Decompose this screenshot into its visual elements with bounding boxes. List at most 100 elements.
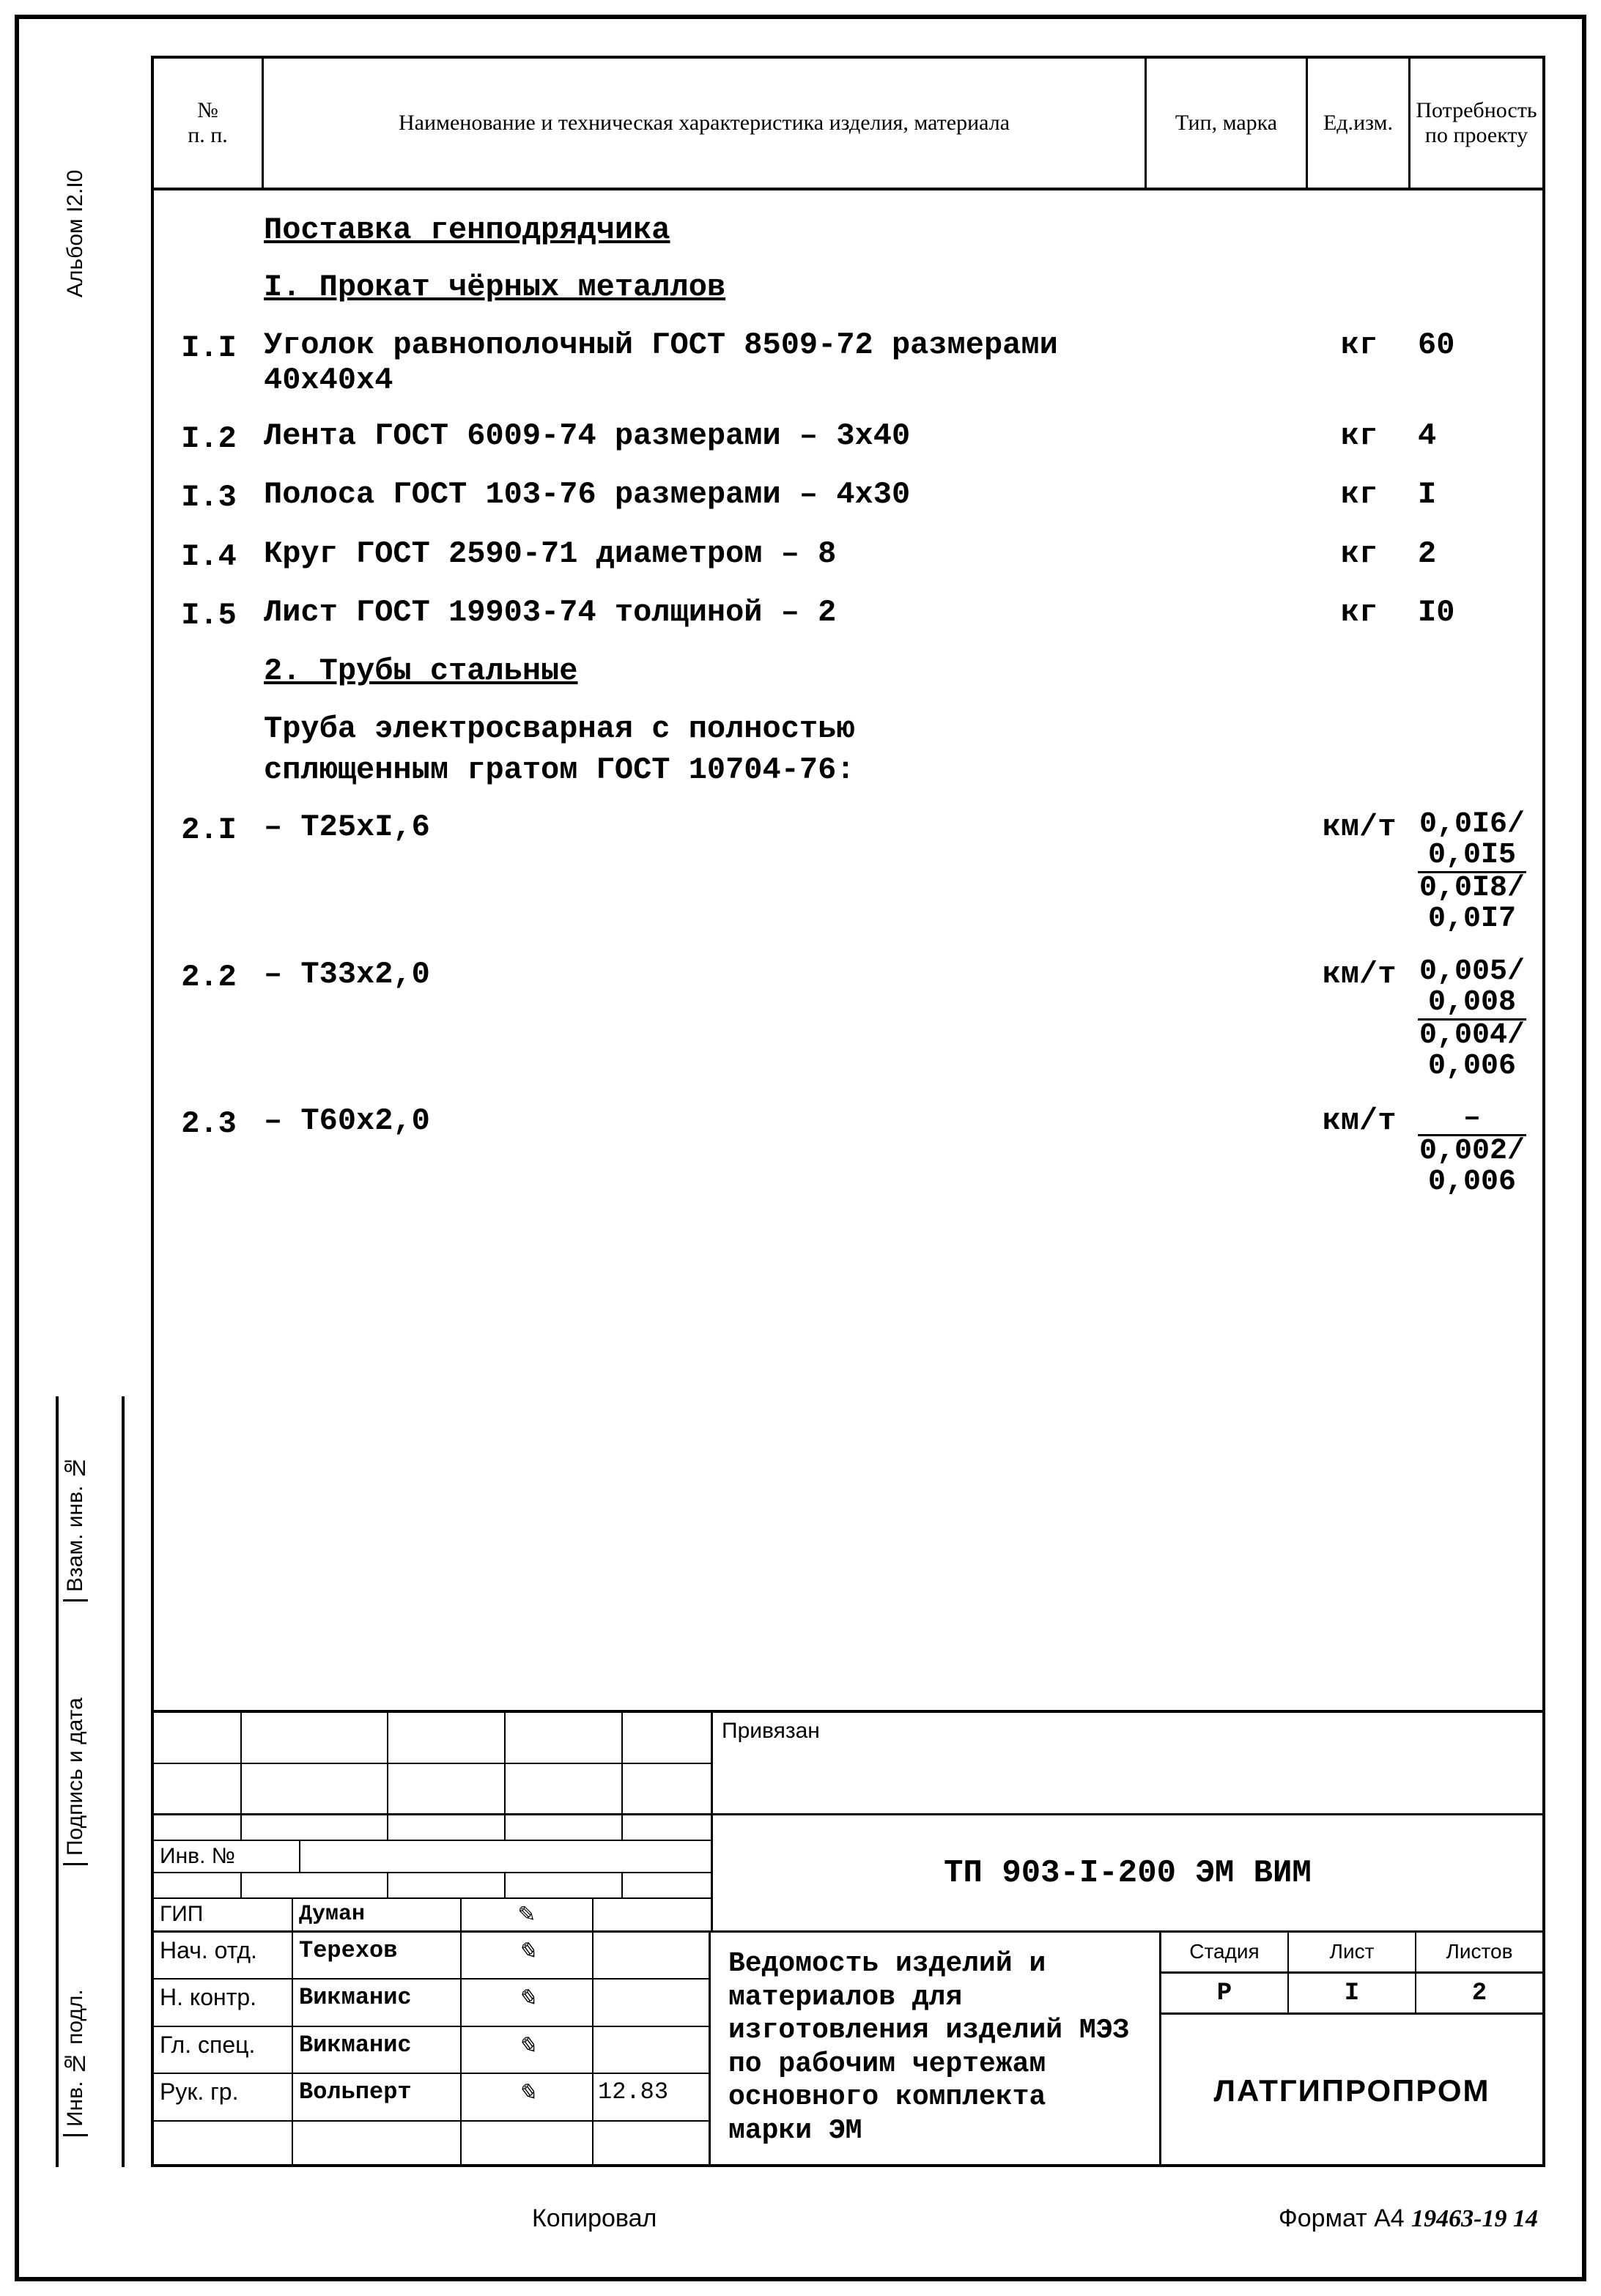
- row-nn: 2.3: [154, 1103, 264, 1199]
- table-row: 2.2– Т33х2,0км/т0,005/0,0080,004/0,006: [154, 957, 1542, 1083]
- tb-doc-code: ТП 903-I-200 ЭМ ВИМ: [711, 1815, 1542, 1930]
- section1-sub: I. Прокат чёрных металлов: [264, 270, 1542, 305]
- row-unit: кг: [1308, 418, 1410, 456]
- tb-privязан: Привязан: [711, 1713, 1542, 1813]
- sig-name: Викманис: [293, 1980, 462, 2025]
- sig-sign: ✎: [462, 1980, 594, 2025]
- sig-sign: ✎: [462, 2074, 594, 2119]
- hdr-potr: Потребность по проекту: [1410, 59, 1542, 188]
- table-header: № п. п. Наименование и техническая харак…: [154, 59, 1542, 190]
- footer-handnum: 19463-19 14: [1411, 2205, 1538, 2232]
- sig-role: Гл. спец.: [154, 2027, 293, 2073]
- footer-format: Формат А4 19463-19 14: [1279, 2204, 1538, 2233]
- row-qty: I: [1410, 477, 1542, 515]
- signature-row: [154, 2122, 709, 2167]
- row-qty: 0,0I6/0,0I50,0I8/0,0I7: [1410, 810, 1542, 936]
- sig-role: Нач. отд.: [154, 1933, 293, 1978]
- row-nn: 2.2: [154, 957, 264, 1083]
- document-sheet: Альбом I2.I0 Взам. инв. № Подпись и дата…: [15, 15, 1586, 2281]
- album-label: Альбом I2.I0: [63, 78, 88, 297]
- row-nn: I.I: [154, 327, 264, 399]
- tb-gip-role: ГИП: [154, 1899, 293, 1930]
- tb-gip-name: Думан: [293, 1899, 462, 1930]
- tb-description: Ведомость изделий и материалов для изгот…: [711, 1933, 1161, 2167]
- row-qty: 2: [1410, 536, 1542, 574]
- tb-h-list: Лист: [1289, 1933, 1416, 1971]
- hdr-nn1: №: [197, 98, 218, 123]
- section2-sub: 2. Трубы стальные: [264, 653, 1542, 689]
- row-unit: км/т: [1308, 1103, 1410, 1199]
- tb-h-stage: Стадия: [1161, 1933, 1289, 1971]
- tb-h-lists: Листов: [1416, 1933, 1542, 1971]
- main-frame: № п. п. Наименование и техническая харак…: [151, 56, 1545, 2167]
- sig-date: [594, 2027, 709, 2073]
- table-row: I.IУголок равнополочный ГОСТ 8509-72 раз…: [154, 327, 1542, 399]
- row-nn: 2.I: [154, 810, 264, 936]
- tb-inv-label: Инв. №: [154, 1841, 300, 1872]
- table-row: I.3Полоса ГОСТ 103-76 размерами – 4х30 кг…: [154, 477, 1542, 515]
- signature-row: Н. контр.Викманис✎: [154, 1980, 709, 2026]
- left-rule: [122, 1396, 125, 2167]
- sig-date: 12.83: [594, 2074, 709, 2119]
- hdr-tip: Тип, марка: [1147, 59, 1308, 188]
- table-row: 2.I– Т25хI,6 км/т0,0I6/0,0I50,0I8/0,0I7: [154, 810, 1542, 936]
- sig-sign: ✎: [462, 1933, 594, 1978]
- hdr-name: Наименование и техническая характеристик…: [264, 59, 1147, 188]
- sig-role: Н. контр.: [154, 1980, 293, 2025]
- page-footer: Копировал Формат А4 19463-19 14: [166, 2204, 1538, 2233]
- tb-v-list: I: [1289, 1974, 1416, 2012]
- side-vzam: Взам. инв. №: [63, 1411, 88, 1601]
- row-qty: 0,005/0,0080,004/0,006: [1410, 957, 1542, 1083]
- side-inv: Инв. № подл.: [63, 1895, 88, 2136]
- row-qty: 60: [1410, 327, 1542, 399]
- tb-low: Нач. отд.Терехов✎Н. контр.Викманис✎Гл. с…: [154, 1933, 1542, 2167]
- hdr-ed: Ед. изм.: [1308, 59, 1410, 188]
- row-unit: кг: [1308, 327, 1410, 399]
- sig-date: [594, 1933, 709, 1978]
- sig-name: Вольперт: [293, 2074, 462, 2119]
- row-name: Лента ГОСТ 6009-74 размерами – 3х40: [264, 418, 1147, 456]
- left-rule-outer: [56, 1396, 59, 2167]
- row-qty: 4: [1410, 418, 1542, 456]
- section1-title: Поставка генподрядчика: [264, 212, 1542, 248]
- row-unit: кг: [1308, 595, 1410, 633]
- row-qty: –0,002/0,006: [1410, 1103, 1542, 1199]
- tb-upper-sigcols: [154, 1713, 711, 1813]
- section2-intro2: сплющенным гратом ГОСТ 10704-76:: [264, 752, 1542, 788]
- signature-row: Гл. спец.Викманис✎: [154, 2027, 709, 2074]
- table-row: I.5Лист ГОСТ 19903-74 толщиной – 2 кгI0: [154, 595, 1542, 633]
- row-name: – Т33х2,0: [264, 957, 1147, 1083]
- row-name: Полоса ГОСТ 103-76 размерами – 4х30: [264, 477, 1147, 515]
- tb-mid: Инв. № ГИП Думан ✎ ТП 903-I-200 ЭМ ВИМ: [154, 1815, 1542, 1933]
- hdr-nn2: п. п.: [188, 123, 228, 148]
- sig-sign: [462, 2122, 594, 2167]
- side-podp: Подпись и дата: [63, 1631, 88, 1865]
- section2-intro1: Труба электросварная с полностью: [264, 711, 1542, 747]
- signature-row: Рук. гр.Вольперт✎12.83: [154, 2074, 709, 2121]
- row-name: – Т60х2,0: [264, 1103, 1147, 1199]
- sig-date: [594, 2122, 709, 2167]
- tb-v-lists: 2: [1416, 1974, 1542, 2012]
- sig-role: Рук. гр.: [154, 2074, 293, 2119]
- sig-sign: ✎: [462, 2027, 594, 2073]
- table-body: Поставка генподрядчика I. Прокат чёрных …: [154, 190, 1542, 1710]
- sig-name: [293, 2122, 462, 2167]
- tb-upper: Привязан: [154, 1713, 1542, 1815]
- row-name: Уголок равнополочный ГОСТ 8509-72 размер…: [264, 327, 1147, 399]
- row-nn: I.4: [154, 536, 264, 574]
- table-row: I.4Круг ГОСТ 2590-71 диаметром – 8кг2: [154, 536, 1542, 574]
- row-nn: I.2: [154, 418, 264, 456]
- hdr-ed1: Ед.: [1323, 111, 1353, 136]
- row-unit: кг: [1308, 477, 1410, 515]
- tb-v-stage: Р: [1161, 1974, 1289, 2012]
- sig-name: Терехов: [293, 1933, 462, 1978]
- row-name: Лист ГОСТ 19903-74 толщиной – 2: [264, 595, 1147, 633]
- row-nn: I.3: [154, 477, 264, 515]
- row-unit: км/т: [1308, 810, 1410, 936]
- row-name: – Т25хI,6: [264, 810, 1147, 936]
- row-qty: I0: [1410, 595, 1542, 633]
- row-unit: кг: [1308, 536, 1410, 574]
- table-row: 2.3– Т60х2,0 км/т–0,002/0,006: [154, 1103, 1542, 1199]
- sig-name: Викманис: [293, 2027, 462, 2073]
- row-nn: I.5: [154, 595, 264, 633]
